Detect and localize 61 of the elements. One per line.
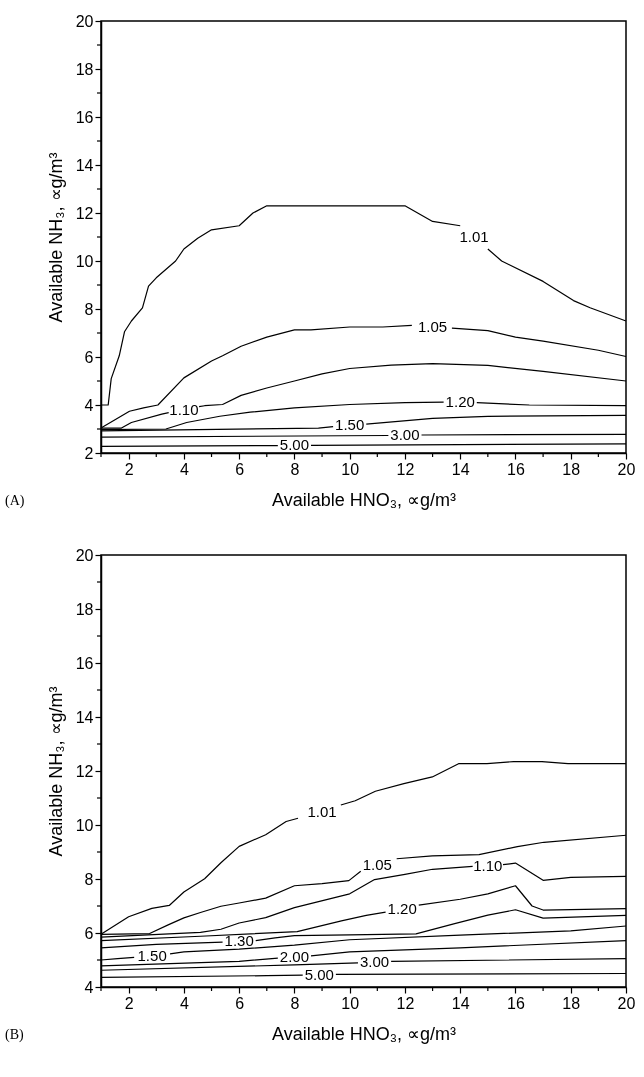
x-axis-title: Available HNO₃, ∝g/m³ bbox=[271, 1023, 457, 1044]
x-tick-label: 2 bbox=[124, 994, 134, 1012]
y-tick-label: 4 bbox=[84, 978, 94, 996]
series-label: 1.50 bbox=[335, 416, 365, 434]
y-tick-label: 6 bbox=[84, 348, 94, 366]
y-tick-label: 10 bbox=[75, 252, 94, 270]
x-tick-label: 8 bbox=[290, 460, 300, 478]
series-label: 1.10 bbox=[473, 856, 503, 874]
y-tick-label: 12 bbox=[75, 762, 94, 780]
y-tick-label: 6 bbox=[84, 924, 94, 942]
series-label: 1.05 bbox=[362, 855, 392, 873]
text: (A) bbox=[5, 493, 25, 509]
x-tick-label: 18 bbox=[562, 994, 581, 1012]
series-label: 1.10 bbox=[169, 400, 199, 418]
y-tick-label: 20 bbox=[75, 546, 94, 564]
x-tick-label: 14 bbox=[451, 460, 470, 478]
y-tick-label: 18 bbox=[75, 60, 94, 78]
x-tick-label: 18 bbox=[562, 460, 581, 478]
series-label: 5.00 bbox=[304, 965, 334, 983]
y-tick-label: 2 bbox=[84, 444, 94, 462]
y-tick-label: 16 bbox=[75, 108, 94, 126]
x-tick-label: 4 bbox=[179, 994, 189, 1012]
series-label: 1.20 bbox=[445, 393, 475, 411]
series-label: 1.05 bbox=[417, 317, 448, 335]
y-tick-label: 10 bbox=[75, 816, 94, 834]
y-tick-label: 4 bbox=[84, 396, 94, 414]
text: (B) bbox=[5, 1027, 24, 1043]
x-tick-label: 4 bbox=[179, 460, 189, 478]
series-label: 1.01 bbox=[307, 802, 337, 820]
y-tick-label: 16 bbox=[75, 654, 94, 672]
x-tick-label: 20 bbox=[617, 460, 636, 478]
y-axis-title: Available NH₃, ∝g/m³ bbox=[45, 152, 66, 323]
series-label: 1.50 bbox=[137, 946, 167, 964]
series-label: 3.00 bbox=[359, 953, 390, 971]
x-tick-label: 8 bbox=[290, 994, 300, 1012]
x-axis-title: Available HNO₃, ∝g/m³ bbox=[271, 489, 457, 510]
x-tick-label: 10 bbox=[341, 460, 360, 478]
x-tick-label: 12 bbox=[396, 460, 415, 478]
x-tick-label: 6 bbox=[235, 460, 245, 478]
y-tick-label: 20 bbox=[75, 12, 94, 30]
y-tick-label: 14 bbox=[75, 708, 94, 726]
x-tick-label: 6 bbox=[235, 994, 245, 1012]
x-tick-label: 16 bbox=[507, 994, 525, 1012]
y-tick-label: 12 bbox=[75, 204, 94, 222]
y-tick-label: 8 bbox=[84, 300, 94, 318]
y-tick-label: 8 bbox=[84, 870, 94, 888]
series-label: 2.00 bbox=[279, 948, 310, 966]
series-label: 1.30 bbox=[224, 932, 254, 950]
y-tick-label: 14 bbox=[75, 156, 94, 174]
x-tick-label: 2 bbox=[124, 460, 134, 478]
series-label: 1.20 bbox=[387, 899, 417, 917]
x-tick-label: 10 bbox=[341, 994, 360, 1012]
y-tick-label: 18 bbox=[75, 600, 94, 618]
x-tick-label: 20 bbox=[617, 994, 636, 1012]
x-tick-label: 14 bbox=[451, 994, 470, 1012]
series-label: 1.01 bbox=[459, 228, 489, 246]
series-label: 5.00 bbox=[279, 436, 310, 454]
y-axis-title: Available NH₃, ∝g/m³ bbox=[45, 686, 66, 857]
x-tick-label: 12 bbox=[396, 994, 415, 1012]
x-tick-label: 16 bbox=[507, 460, 525, 478]
series-label: 3.00 bbox=[390, 426, 420, 444]
